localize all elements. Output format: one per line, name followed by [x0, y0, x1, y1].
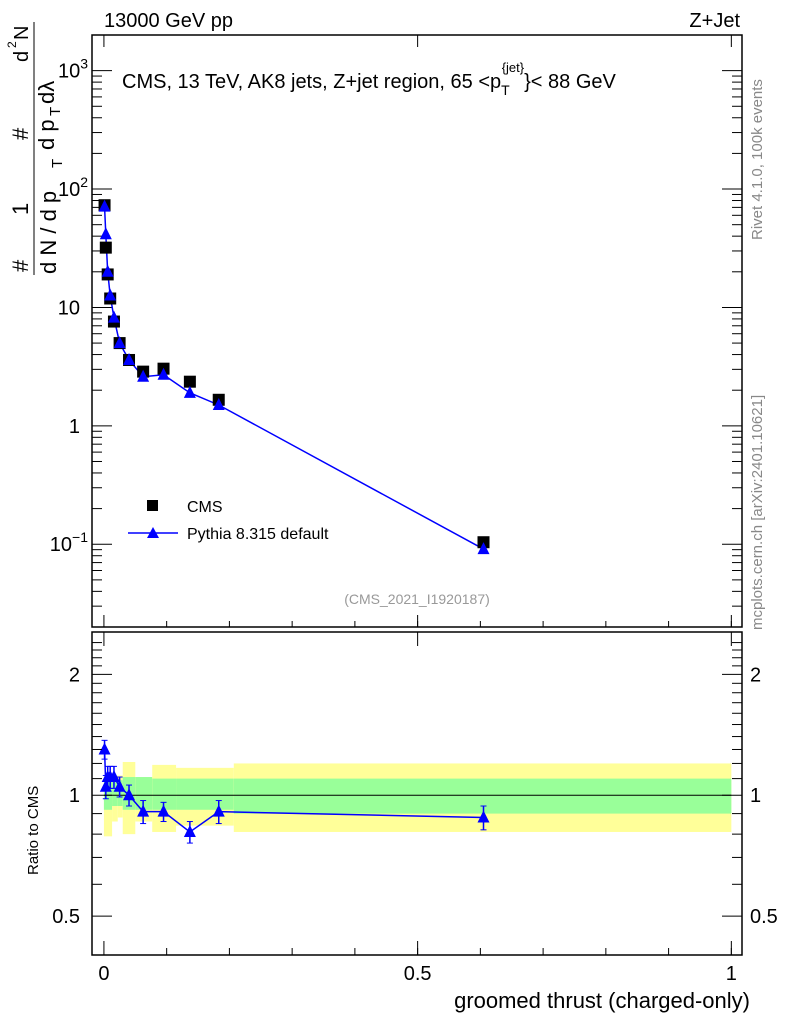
legend: CMS Pythia 8.315 default: [128, 499, 329, 543]
x-tick-label: 0.5: [404, 963, 432, 985]
y-tick-label: 10: [58, 297, 80, 319]
band-inner: [233, 778, 732, 814]
ylabel-sub-t-2: T: [47, 107, 64, 116]
ratio-point: [98, 742, 111, 755]
x-tick-label: 0: [98, 963, 109, 985]
pythia-point: [113, 336, 126, 349]
y-tick-label: 102: [58, 174, 88, 201]
ratio-y-tick-label-right: 2: [750, 664, 761, 686]
ratio-point: [157, 804, 170, 817]
ylabel-sub-t: T: [49, 159, 66, 168]
ratio-panel: 0.5 0.5 1 1 2 2 0 0.5 1: [52, 631, 778, 985]
band-inner: [112, 780, 118, 807]
ratio-point: [212, 804, 225, 817]
x-axis-label: groomed thrust (charged-only): [454, 988, 750, 1013]
ratio-y-tick-label-left: 2: [69, 664, 80, 686]
ratio-point: [113, 779, 126, 792]
plot-title: CMS, 13 TeV, AK8 jets, Z+jet region, 65 …: [122, 60, 617, 98]
ratio-point: [123, 788, 136, 801]
ylabel-dn-dp: d N / d p: [36, 191, 61, 274]
ylabel-hash: #: [8, 259, 33, 272]
band-inner: [135, 777, 153, 810]
ratio-point: [107, 770, 120, 783]
pythia-point: [137, 369, 150, 382]
pythia-point: [99, 227, 112, 240]
ratio-y-tick-label-right: 0.5: [750, 906, 778, 928]
pythia-point: [183, 385, 196, 398]
y-axis-label-main: # 1 d N / d p T #: [8, 22, 66, 275]
header-right: Z+Jet: [689, 10, 740, 32]
ratio-point: [137, 804, 150, 817]
ratio-y-tick-label-left: 1: [69, 785, 80, 807]
cms-point: [99, 241, 112, 254]
band-inner: [152, 778, 177, 810]
ylabel-hash-2: #: [8, 127, 33, 140]
pythia-point: [212, 397, 225, 410]
rivet-label: Rivet 4.1.0, 100k events: [749, 79, 766, 240]
ylabel-sup-2: 2: [5, 41, 19, 48]
ratio-point: [183, 824, 196, 837]
pythia-point: [98, 199, 111, 212]
pythia-point: [101, 264, 114, 277]
main-panel: 10−1 1 10 102 103: [50, 34, 743, 628]
y-tick-label: 10−1: [50, 529, 88, 556]
legend-label-pythia: Pythia 8.315 default: [187, 526, 329, 543]
ylabel-n: N: [11, 26, 33, 40]
pythia-point: [123, 352, 136, 365]
ylabel-dlambda: dλ: [34, 81, 59, 104]
pythia-point: [107, 310, 120, 323]
mcplots-label: mcplots.cern.ch [arXiv:2401.10621]: [749, 395, 766, 630]
ratio-y-tick-label-left: 0.5: [52, 906, 80, 928]
cms-point: [183, 375, 196, 388]
pythia-point: [157, 367, 170, 380]
band-inner: [176, 778, 234, 810]
ylabel-dp: d p: [34, 119, 59, 150]
pythia-point: [104, 288, 117, 301]
y-tick-label: 103: [58, 56, 88, 83]
ylabel-one: 1: [8, 203, 33, 215]
ratio-y-label: Ratio to CMS: [25, 786, 42, 875]
header-left: 13000 GeV pp: [104, 10, 233, 32]
pythia-point: [477, 542, 490, 555]
ratio-point: [477, 810, 490, 823]
ratio-frame: [91, 631, 743, 956]
y-tick-label: 1: [69, 416, 80, 438]
analysis-label: (CMS_2021_I1920187): [344, 591, 490, 607]
legend-label-cms: CMS: [187, 499, 223, 516]
legend-marker-pythia: [147, 527, 159, 538]
ratio-y-tick-label-right: 1: [750, 785, 761, 807]
legend-marker-cms: [147, 500, 158, 511]
main-frame: [91, 34, 743, 628]
y-axis-label-fraction: d p T dλ d 2 N: [5, 26, 64, 150]
x-tick-label: 1: [726, 963, 737, 985]
ylabel-d: d: [11, 51, 33, 62]
